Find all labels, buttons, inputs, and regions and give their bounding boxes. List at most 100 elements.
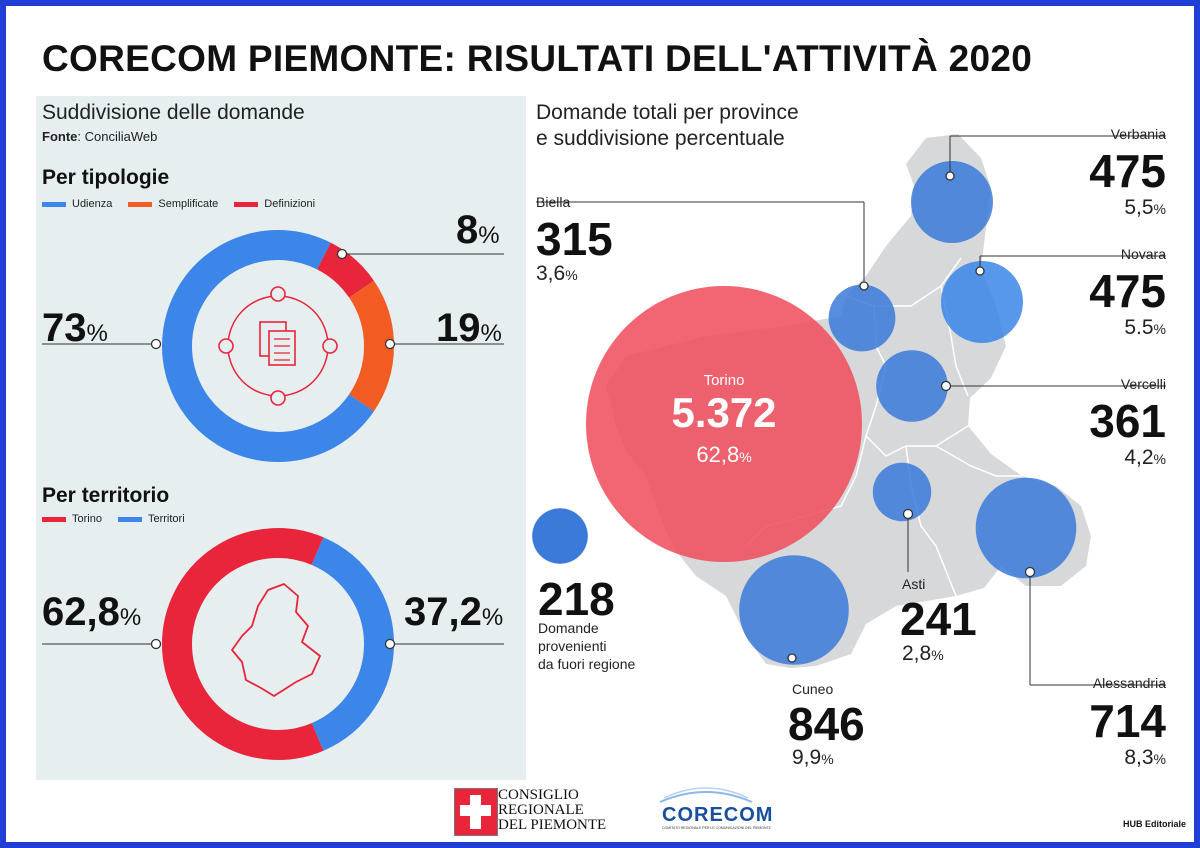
legend-label-definizioni: Definizioni xyxy=(264,198,316,210)
label-cuneo: Cuneo xyxy=(792,681,834,697)
consiglio-logo xyxy=(454,788,498,836)
label-alessandria: Alessandria xyxy=(1092,675,1166,691)
pct-biella-unit: % xyxy=(565,267,578,283)
chart-canvas xyxy=(42,134,1166,803)
donut-segment-semplificate xyxy=(348,280,394,412)
process-node-icon xyxy=(270,286,286,302)
process-node-icon xyxy=(322,338,338,354)
legend-item-definizioni: Definizioni xyxy=(234,198,315,210)
legend-label-semplificate: Semplificate xyxy=(158,198,219,210)
pct-biella: 3,6% xyxy=(536,262,578,286)
leader-novara-dot xyxy=(975,266,985,276)
page-title: CORECOM PIEMONTE: RISULTATI DELL'ATTIVIT… xyxy=(42,38,1033,79)
pct-semplificate: 19% xyxy=(436,306,502,351)
center-icons xyxy=(218,286,338,697)
bubble-torino xyxy=(586,286,862,562)
document-front-icon xyxy=(268,330,296,366)
pct-semplificate-value: 19 xyxy=(436,306,481,350)
bubble-asti xyxy=(872,462,932,522)
pct-definizioni-unit: % xyxy=(478,222,500,249)
value-cuneo: 846 xyxy=(788,698,865,750)
swatch-definizioni xyxy=(234,201,259,207)
leader-alessandria-dot xyxy=(1024,566,1036,578)
legend-item-territori: Territori xyxy=(117,513,185,525)
value-alessandria: 714 xyxy=(1089,695,1166,747)
consiglio-line1: CONSIGLIO xyxy=(498,787,579,803)
leader-territori-dot xyxy=(384,638,396,650)
tipologie-title: Per tipologie xyxy=(42,166,170,189)
pct-udienza-unit: % xyxy=(86,320,108,347)
pct-verbania-value: 5,5 xyxy=(1124,196,1154,219)
label-torino: Torino xyxy=(703,372,745,389)
pct-torino-unit: % xyxy=(119,604,142,631)
pct-cuneo-value: 9,9 xyxy=(792,746,822,769)
leader-biella-dot xyxy=(859,281,869,291)
value-asti: 241 xyxy=(900,593,977,645)
label-novara: Novara xyxy=(1120,246,1166,262)
legend-label-udienza: Udienza xyxy=(72,198,113,210)
consiglio-line3: DEL PIEMONTE xyxy=(498,817,607,833)
pct-novara-value: 5.5 xyxy=(1124,316,1154,339)
province-border xyxy=(935,445,1022,477)
value-torino: 5.372 xyxy=(671,389,777,436)
cross-horizontal xyxy=(460,805,491,816)
legend-item-semplificate: Semplificate xyxy=(128,198,218,210)
right-heading-line2: e suddivisione percentuale xyxy=(536,127,785,150)
value-vercelli: 361 xyxy=(1089,395,1166,447)
leader-udienza-dot xyxy=(150,338,162,350)
legend-territorio: Torino Territori xyxy=(42,513,201,525)
piemonte-outline-icon xyxy=(231,583,321,697)
credit-text: HUB Editoriale xyxy=(1123,819,1187,829)
legend-label-territori: Territori xyxy=(147,513,185,525)
pct-verbania: 5,5% xyxy=(1066,196,1166,220)
legend-tipologie: Udienza Semplificate Definizioni xyxy=(42,198,331,210)
territorio-title: Per territorio xyxy=(42,484,170,507)
consiglio-text: CONSIGLIO REGIONALE DEL PIEMONTE xyxy=(498,788,606,833)
source-label: Fonte xyxy=(42,129,78,144)
corecom-subtitle: COMITATO REGIONALE PER LE COMUNICAZIONI … xyxy=(662,826,771,830)
pct-verbania-unit: % xyxy=(1153,201,1166,217)
pct-territori-unit: % xyxy=(481,604,504,631)
value-fuori-regione: 218 xyxy=(538,573,615,625)
pct-udienza: 73% xyxy=(42,306,108,351)
donut-segment-definizioni xyxy=(316,242,374,299)
corecom-swoosh-icon xyxy=(659,791,753,803)
leader-asti-dot xyxy=(902,508,914,520)
corecom-swoosh2-icon xyxy=(663,787,749,799)
pct-definizioni: 8% xyxy=(456,208,500,253)
pct-vercelli: 4,2% xyxy=(1066,446,1166,470)
pct-territori: 37,2% xyxy=(404,590,503,635)
leader-vercelli-dot xyxy=(940,380,952,392)
legend-item-udienza: Udienza xyxy=(42,198,112,210)
donut-hole xyxy=(192,558,364,730)
pct-biella-value: 3,6 xyxy=(536,262,566,285)
label-vercelli: Vercelli xyxy=(1120,376,1166,392)
fuori-regione-line1: Domande xyxy=(538,620,599,636)
pct-alessandria: 8,3% xyxy=(1066,746,1166,770)
bubble-cuneo xyxy=(739,555,849,665)
pct-novara-unit: % xyxy=(1153,321,1166,337)
fuori-regione-line2: provenienti xyxy=(538,638,607,654)
donut-segment-territori xyxy=(311,537,394,751)
swatch-torino xyxy=(42,516,66,522)
bubble-alessandria xyxy=(975,477,1077,579)
pct-alessandria-value: 8,3 xyxy=(1124,746,1154,769)
value-novara: 475 xyxy=(1089,265,1166,317)
legend-item-torino: Torino xyxy=(42,513,102,525)
source-line: Fonte: ConciliaWeb xyxy=(42,129,157,144)
corecom-logo-text: CORECOM xyxy=(662,804,774,826)
fuori-regione-line3: da fuori regione xyxy=(538,656,636,672)
pct-territori-value: 37,2 xyxy=(404,590,482,634)
pct-vercelli-value: 4,2 xyxy=(1124,446,1154,469)
bubble-fuori-regione xyxy=(532,508,588,564)
pct-novara: 5.5% xyxy=(1066,316,1166,340)
swatch-semplificate xyxy=(128,201,153,207)
process-node-icon xyxy=(218,338,234,354)
bubble-verbania xyxy=(911,161,993,243)
leader-lines xyxy=(42,135,1166,803)
pct-torino: 62,8% xyxy=(42,590,141,635)
value-verbania: 475 xyxy=(1089,145,1166,197)
province-bubbles xyxy=(532,161,1077,665)
legend-label-torino: Torino xyxy=(72,513,102,525)
pct-cuneo-unit: % xyxy=(821,751,834,767)
